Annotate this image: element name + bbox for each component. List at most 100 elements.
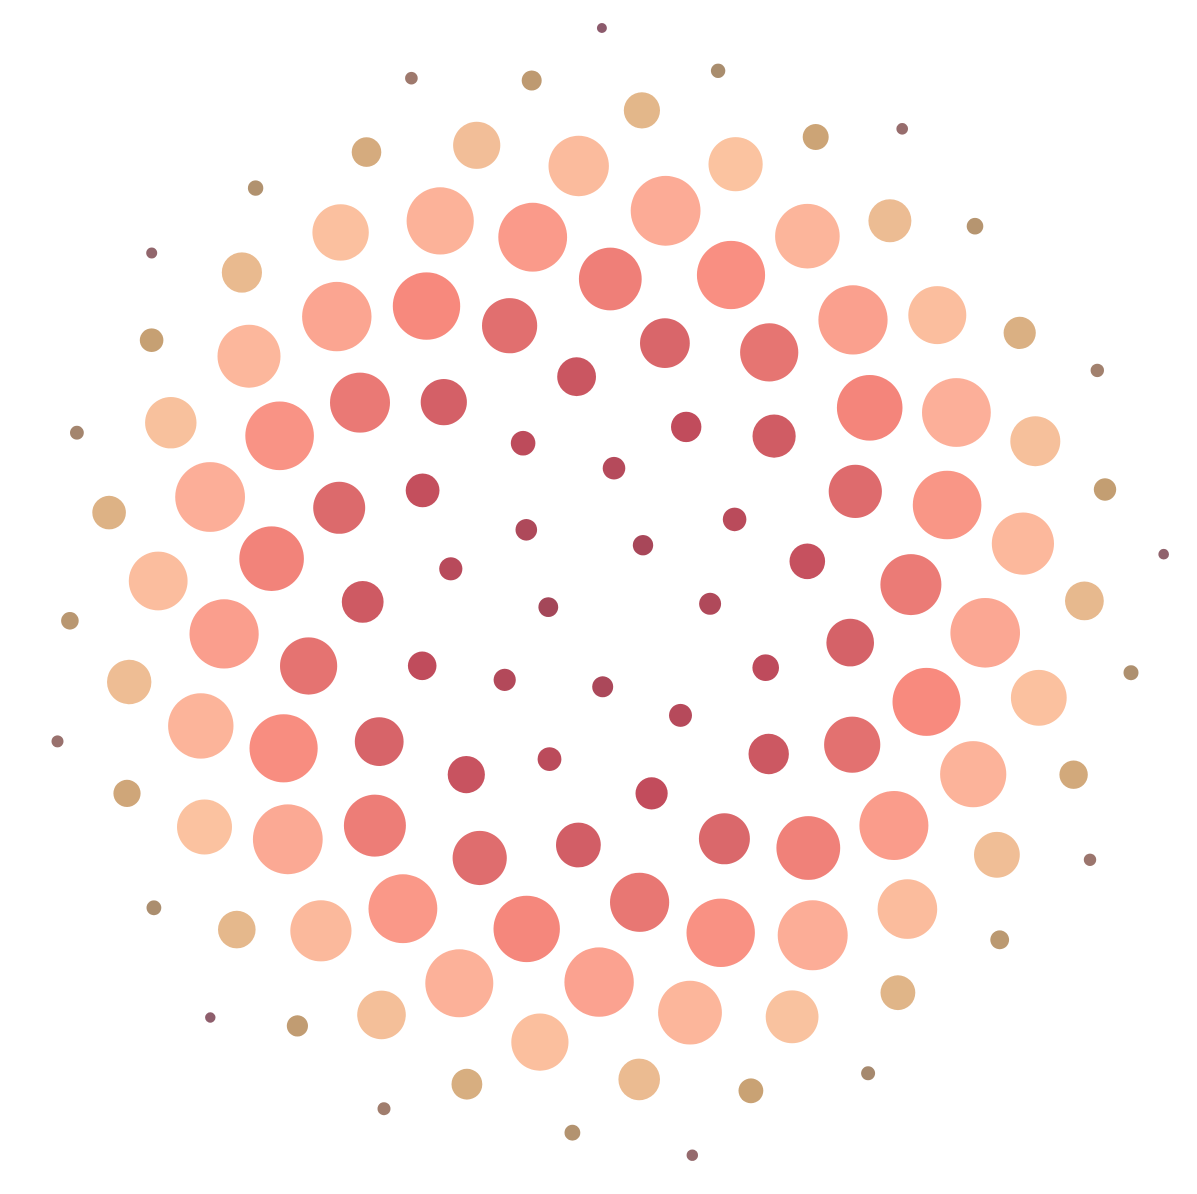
dot: [168, 693, 234, 759]
dot: [354, 717, 404, 766]
dot: [722, 507, 747, 532]
dot: [538, 597, 559, 617]
dot: [113, 779, 141, 808]
dot: [990, 930, 1010, 950]
dot: [912, 470, 982, 540]
dot: [511, 1013, 569, 1071]
dot: [407, 651, 437, 681]
dot: [630, 175, 701, 246]
dot: [70, 425, 84, 440]
dot: [991, 512, 1054, 575]
dot: [698, 813, 750, 865]
dot: [635, 777, 668, 810]
dot: [406, 187, 474, 255]
dot: [1123, 665, 1139, 681]
dot: [1003, 316, 1036, 349]
dot: [205, 1012, 216, 1023]
dot: [249, 714, 318, 783]
dot: [632, 535, 654, 556]
dot: [247, 180, 264, 196]
dot: [610, 872, 670, 932]
dot: [596, 23, 607, 33]
dot: [239, 526, 304, 591]
dot: [1065, 581, 1104, 621]
dot: [493, 668, 516, 692]
dot: [789, 543, 826, 580]
dot: [908, 286, 967, 345]
dot: [1093, 478, 1117, 501]
dot: [578, 247, 642, 311]
dot: [453, 121, 501, 169]
dot: [221, 252, 262, 293]
dot: [880, 975, 916, 1011]
dot: [752, 654, 779, 681]
dot: [280, 637, 338, 695]
dot: [776, 816, 841, 880]
dot: [341, 581, 384, 623]
dot: [420, 379, 467, 426]
dot: [824, 716, 881, 773]
dot: [515, 519, 538, 541]
dot: [710, 63, 726, 78]
dot: [175, 462, 246, 532]
dot: [451, 1068, 483, 1100]
dot: [521, 70, 542, 91]
dot: [439, 557, 463, 581]
dot: [922, 378, 991, 447]
dot: [482, 298, 538, 354]
dot: [775, 203, 840, 269]
dot: [623, 92, 661, 129]
dot: [1010, 416, 1061, 467]
dot: [699, 592, 722, 615]
dot: [861, 1066, 876, 1081]
dot: [51, 735, 64, 748]
dot: [107, 659, 152, 705]
dot: [752, 414, 796, 458]
dot: [61, 612, 79, 630]
dot: [686, 898, 755, 967]
dot: [392, 272, 461, 340]
dot: [802, 124, 829, 150]
dot: [877, 879, 938, 939]
dot: [1158, 548, 1169, 560]
dot: [592, 676, 614, 698]
dot: [1059, 760, 1088, 789]
dot: [128, 551, 188, 611]
dot: [950, 598, 1020, 668]
dot: [640, 318, 690, 368]
dot: [658, 980, 722, 1045]
dot: [405, 473, 440, 508]
dot: [859, 791, 929, 860]
dot: [564, 947, 634, 1017]
dot: [880, 554, 942, 616]
dot: [686, 1149, 698, 1161]
dot: [218, 910, 256, 949]
dot: [548, 135, 609, 197]
dot: [828, 464, 882, 518]
dot: [696, 240, 766, 310]
dot: [290, 900, 352, 962]
dot: [1090, 363, 1105, 378]
dot: [892, 667, 961, 736]
dot: [302, 281, 372, 352]
dot: [818, 285, 888, 355]
dot: [564, 1124, 581, 1141]
dot: [618, 1058, 660, 1101]
dot: [740, 323, 799, 382]
dot: [557, 357, 596, 397]
dot: [146, 900, 162, 916]
dot: [286, 1015, 308, 1037]
dot: [146, 247, 158, 259]
dot: [940, 741, 1007, 808]
dot: [671, 411, 702, 443]
dot: [748, 733, 789, 775]
dot: [313, 481, 366, 534]
dot: [836, 375, 903, 441]
dot: [493, 895, 560, 963]
dot: [1083, 853, 1097, 866]
dot: [189, 599, 259, 669]
dot: [177, 799, 232, 855]
dot: [447, 756, 485, 794]
